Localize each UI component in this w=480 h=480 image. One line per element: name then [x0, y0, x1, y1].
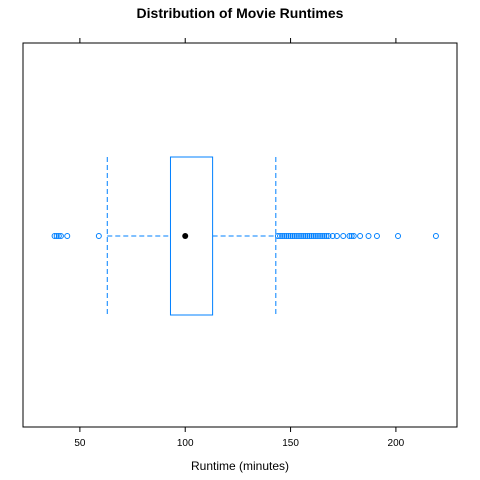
chart-title: Distribution of Movie Runtimes [137, 5, 344, 21]
x-axis: 50 100 150 200 [74, 38, 405, 449]
outlier-point [302, 233, 309, 239]
outlier-point [285, 233, 292, 239]
outlier-point [321, 233, 328, 239]
outlier-point [373, 233, 380, 239]
outlier-point [274, 233, 281, 239]
outlier-point [365, 233, 372, 239]
outlier-point [277, 233, 284, 239]
outlier-point [300, 233, 307, 239]
box [169, 156, 214, 316]
outlier-point [304, 233, 311, 239]
outlier-point [53, 233, 60, 239]
x-axis-label: Runtime (minutes) [191, 459, 289, 473]
outlier-point [51, 233, 58, 239]
outliers [51, 233, 439, 239]
outlier-point [348, 233, 355, 239]
x-tick-label: 50 [74, 438, 86, 449]
outlier-point [308, 233, 315, 239]
outlier-point [350, 233, 357, 239]
outlier-point [333, 233, 340, 239]
outlier-point [329, 233, 336, 239]
outlier-point [55, 233, 62, 239]
outlier-point [298, 233, 305, 239]
x-tick-label: 150 [282, 438, 299, 449]
outlier-point [289, 233, 296, 239]
outlier-point [95, 233, 102, 239]
median-dot [182, 233, 189, 239]
outlier-point [323, 233, 330, 239]
outlier-point [295, 233, 302, 239]
outlier-point [283, 233, 290, 239]
outlier-point [279, 233, 286, 239]
outlier-point [325, 233, 332, 239]
outlier-point [395, 233, 402, 239]
outlier-point [432, 233, 439, 239]
outlier-point [291, 233, 298, 239]
outlier-point [310, 233, 317, 239]
x-tick-label: 100 [177, 438, 194, 449]
outlier-point [357, 233, 364, 239]
outlier-point [281, 233, 288, 239]
box-and-whiskers [106, 156, 277, 316]
outlier-point [312, 233, 319, 239]
outlier-point [319, 233, 326, 239]
outlier-point [287, 233, 294, 239]
outlier-point [306, 233, 313, 239]
x-tick-label: 200 [388, 438, 405, 449]
outlier-point [346, 233, 353, 239]
outlier-point [293, 233, 300, 239]
outlier-point [340, 233, 347, 239]
plot-frame [22, 42, 458, 428]
outlier-point [57, 233, 64, 239]
outlier-point [317, 233, 324, 239]
outlier-point [314, 233, 321, 239]
outlier-point [64, 233, 71, 239]
